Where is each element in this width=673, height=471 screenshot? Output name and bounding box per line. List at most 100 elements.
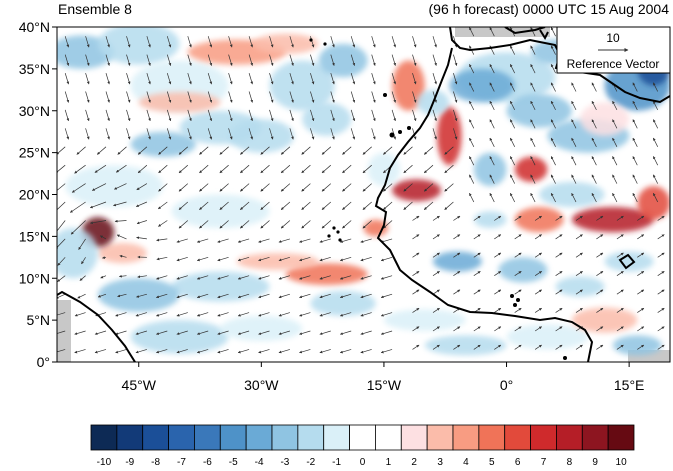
colorbar-label: 9 — [592, 457, 598, 468]
wind-vector — [260, 164, 270, 174]
wind-vector — [237, 349, 250, 354]
wind-vector — [412, 72, 417, 85]
colorbar-swatch — [271, 424, 299, 451]
wind-vector — [637, 234, 645, 240]
wind-vector — [85, 128, 90, 140]
wind-vector — [228, 36, 233, 48]
coastline-europe-south — [504, 27, 546, 35]
wind-vector — [310, 128, 315, 140]
wind-vector — [115, 330, 127, 335]
wind-vector — [571, 137, 577, 147]
wind-vector — [550, 156, 556, 166]
wind-vector — [299, 349, 311, 354]
wind-vector — [217, 293, 229, 299]
wind-vector — [219, 201, 229, 210]
wind-vector — [258, 275, 270, 280]
wind-vector — [196, 312, 209, 317]
colorbar-label: -2 — [306, 457, 315, 468]
wind-vector — [240, 201, 250, 210]
wind-vector — [534, 271, 542, 276]
colorbar-swatch — [426, 424, 454, 451]
wind-vector — [494, 289, 502, 295]
wind-vector — [339, 238, 352, 243]
wind-vector — [136, 293, 147, 298]
colorbar-label: -6 — [203, 457, 212, 468]
anomaly-blob — [392, 60, 425, 111]
wind-vector — [321, 220, 332, 229]
wind-vector — [269, 109, 274, 122]
wind-vector — [514, 271, 522, 276]
lat-tick-label: 40°N — [19, 19, 50, 35]
wind-vector — [57, 146, 66, 155]
colorbar-swatch — [607, 424, 635, 451]
wind-vector — [280, 201, 291, 210]
wind-vector — [534, 234, 542, 240]
colorbar-label: 2 — [411, 457, 417, 468]
anomaly-blob — [473, 152, 507, 187]
wind-vector — [432, 72, 437, 85]
wind-vector — [176, 330, 188, 335]
wind-vector — [616, 234, 624, 240]
anomaly-blob — [449, 68, 515, 103]
wind-vector — [514, 215, 522, 221]
wind-vector — [339, 275, 352, 280]
wind-vector — [652, 100, 659, 111]
wind-vector — [240, 183, 250, 192]
anomaly-blob — [138, 92, 221, 113]
wind-vector — [555, 215, 563, 221]
forecast-time-title: (96 h forecast) 0000 UTC 15 Aug 2004 — [428, 1, 669, 17]
wind-vector — [260, 183, 270, 192]
wind-vector — [248, 36, 254, 48]
wind-vector — [237, 312, 250, 317]
anomaly-blob — [473, 211, 507, 229]
wind-vector — [342, 146, 352, 155]
colorbar-label: -4 — [255, 457, 264, 468]
wind-vector — [596, 234, 604, 240]
wind-vector — [301, 220, 311, 229]
wind-vector — [362, 220, 372, 229]
wind-vector — [289, 109, 294, 122]
wind-vector — [260, 146, 270, 155]
wind-vector — [92, 183, 107, 191]
colorbar-swatch — [323, 424, 350, 451]
anomaly-blob — [604, 251, 654, 272]
wind-vector — [637, 326, 645, 332]
wind-vector — [342, 183, 352, 192]
wind-vector — [514, 326, 522, 332]
wind-vector — [555, 326, 563, 332]
wind-vector — [207, 109, 213, 122]
wind-vector — [362, 146, 372, 155]
wind-vector — [57, 257, 66, 266]
wind-vector — [591, 174, 597, 184]
wind-vector — [57, 164, 66, 174]
wind-vector — [637, 344, 645, 350]
wind-vector — [632, 119, 638, 129]
wind-vector — [330, 54, 335, 66]
wind-vector — [126, 54, 131, 66]
wind-vector — [509, 45, 516, 55]
wind-vector — [301, 183, 311, 192]
wind-vector — [473, 215, 481, 221]
wind-vector — [509, 82, 516, 92]
wind-vector — [571, 100, 577, 111]
wind-vector — [146, 54, 151, 66]
wind-vector — [412, 36, 417, 48]
reference-vector-magnitude: 10 — [606, 31, 620, 45]
wind-vector — [637, 252, 645, 258]
wind-vector — [596, 307, 604, 313]
wind-vector — [217, 275, 229, 280]
wind-vector — [319, 275, 331, 280]
wind-vector — [530, 100, 536, 111]
wind-vector — [64, 36, 70, 48]
wind-vector — [96, 146, 107, 155]
wind-vector — [178, 164, 189, 174]
wind-vector — [248, 109, 254, 122]
wind-vector — [469, 119, 475, 129]
anomaly-blob — [514, 156, 548, 182]
wind-vector — [555, 289, 563, 295]
wind-vector — [555, 234, 563, 240]
colorbar-label: 3 — [437, 457, 443, 468]
wind-vector — [432, 252, 440, 258]
anomaly-blob — [363, 219, 389, 237]
wind-vector — [260, 220, 270, 229]
